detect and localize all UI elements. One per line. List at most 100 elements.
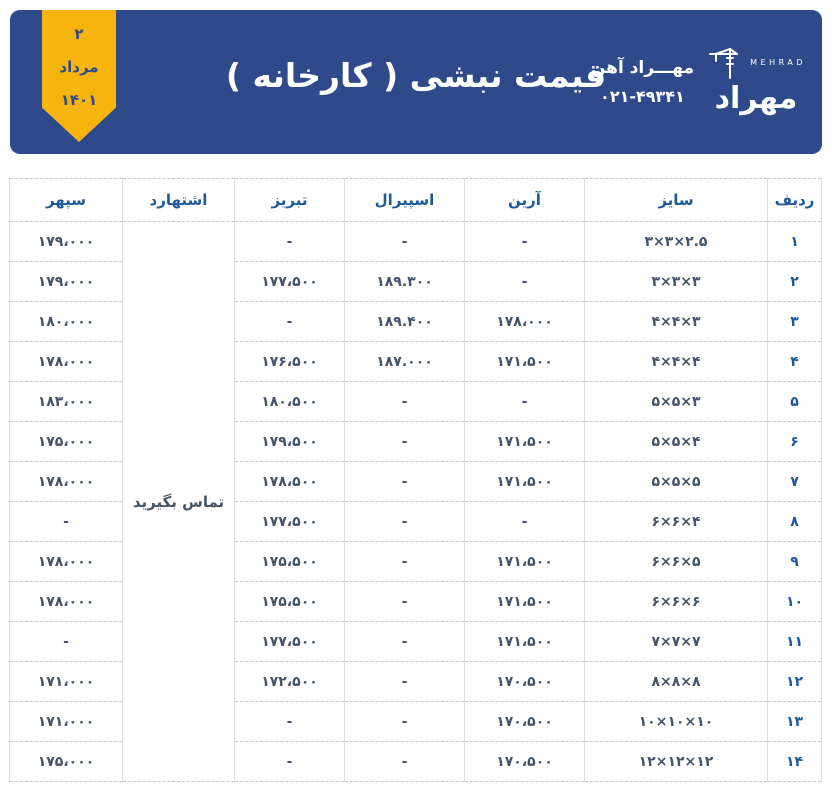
brand-logo: MEHRAD مهراد [704,44,808,120]
table-row: ۱۲ ۸×۸×۸ ۱۷۰،۵۰۰ - ۱۷۲،۵۰۰ ۱۷۱،۰۰۰ [9,661,822,702]
eshtehard-note-text: تماس بگیرید [132,492,225,511]
arian-price-cell-value: ۱۷۸،۰۰۰ [496,313,553,330]
size-cell-value: ۵×۵×۴ [651,433,701,450]
arian-price-cell: ۱۷۰،۵۰۰ [464,741,585,782]
arian-price-cell-value: - [521,273,528,290]
sepehr-price-cell: ۱۷۱،۰۰۰ [9,661,123,702]
arian-price-cell: ۱۷۰،۵۰۰ [464,701,585,742]
arian-price-cell: ۱۷۱،۵۰۰ [464,461,585,502]
row-number-cell-value: ۱۲ [785,673,804,690]
row-number-cell-value: ۶ [790,433,799,450]
sepehr-price-cell: ۱۷۹،۰۰۰ [9,221,123,262]
price-table: ردیف سایز آرین اسپیرال تبریز اشتهارد سپه… [9,178,822,782]
sepehr-price-cell: ۱۷۵،۰۰۰ [9,741,123,782]
arian-price-cell-value: - [521,513,528,530]
row-number-cell-value: ۳ [790,313,799,330]
sepehr-price-cell-value: ۱۷۸،۰۰۰ [37,473,95,490]
spiral-price-cell-value: - [401,673,408,690]
sepehr-price-cell: - [9,621,123,662]
spiral-price-cell: ۱۸۷.۰۰۰ [344,341,465,382]
size-cell: ۴×۴×۴ [584,341,768,382]
spiral-price-cell: ۱۸۹.۳۰۰ [344,261,465,302]
col-header-sepehr: سپهر [9,178,123,222]
row-number-cell-value: ۱۴ [785,753,804,770]
table-row: ۱۳ ۱۰×۱۰×۱۰ ۱۷۰،۵۰۰ - - ۱۷۱،۰۰۰ [9,701,822,742]
spiral-price-cell-value: - [401,593,408,610]
sepehr-price-cell: ۱۷۸،۰۰۰ [9,581,123,622]
tabriz-price-cell: ۱۷۶،۵۰۰ [234,341,345,382]
row-number-cell: ۴ [767,341,822,382]
row-number-cell-value: ۱۱ [785,633,804,650]
arian-price-cell-value: ۱۷۱،۵۰۰ [496,633,553,650]
arian-price-cell: ۱۷۸،۰۰۰ [464,301,585,342]
sepehr-price-cell: ۱۷۹،۰۰۰ [9,261,123,302]
tabriz-price-cell-value: ۱۷۸،۵۰۰ [261,473,318,490]
sepehr-price-cell: ۱۸۰،۰۰۰ [9,301,123,342]
spiral-price-cell-value: - [401,753,408,770]
table-row: ۷ ۵×۵×۵ ۱۷۱،۵۰۰ - ۱۷۸،۵۰۰ ۱۷۸،۰۰۰ [9,461,822,502]
table-row: ۱ ۳×۳×۲.۵ - - - تماس بگیرید ۱۷۹،۰۰۰ [9,221,822,782]
sepehr-price-cell-value: ۱۸۰،۰۰۰ [37,313,95,330]
tabriz-price-cell: ۱۷۸،۵۰۰ [234,461,345,502]
spiral-price-cell-value: - [401,513,408,530]
table-row: ۹ ۶×۶×۵ ۱۷۱،۵۰۰ - ۱۷۵،۵۰۰ ۱۷۸،۰۰۰ [9,541,822,582]
size-cell: ۶×۶×۵ [584,541,768,582]
arian-price-cell-value: ۱۷۱،۵۰۰ [496,353,553,370]
spiral-price-cell: - [344,501,465,542]
spiral-price-cell: - [344,661,465,702]
date-day: ۲ [74,25,84,43]
brand-logo-wordmark: مهراد [714,81,798,116]
tabriz-price-cell: ۱۷۵،۵۰۰ [234,541,345,582]
row-number-cell-value: ۱۰ [785,593,804,610]
brand-phone: ۰۲۱-۴۹۳۴۱ [600,87,685,106]
col-header-spiral: اسپیرال [344,178,465,222]
size-cell-value: ۴×۴×۴ [651,353,701,370]
spiral-price-cell-value: - [401,233,408,250]
table-row: ۶ ۵×۵×۴ ۱۷۱،۵۰۰ - ۱۷۹،۵۰۰ ۱۷۵،۰۰۰ [9,421,822,462]
sepehr-price-cell: ۱۷۸،۰۰۰ [9,461,123,502]
sepehr-price-cell-value: - [63,633,69,650]
sepehr-price-cell-value: ۱۷۹،۰۰۰ [37,233,95,250]
row-number-cell: ۸ [767,501,822,542]
arian-price-cell: ۱۷۱،۵۰۰ [464,621,585,662]
size-cell-value: ۷×۷×۷ [651,633,701,650]
size-cell-value: ۴×۴×۳ [651,313,701,330]
size-cell: ۴×۴×۳ [584,301,768,342]
eshtehard-note-cell: تماس بگیرید [122,221,235,782]
tabriz-price-cell-value: ۱۷۲،۵۰۰ [261,673,318,690]
tabriz-price-cell-value: ۱۷۷،۵۰۰ [261,273,318,290]
sepehr-price-cell-value: ۱۸۳،۰۰۰ [37,393,95,410]
size-cell-value: ۶×۶×۴ [651,513,701,530]
arian-price-cell: ۱۷۱،۵۰۰ [464,341,585,382]
row-number-cell-value: ۹ [790,553,799,570]
tabriz-price-cell-value: ۱۷۵،۵۰۰ [261,553,318,570]
col-header-tabriz: تبریز [234,178,345,222]
sepehr-price-cell: ۱۷۸،۰۰۰ [9,541,123,582]
arian-price-cell: - [464,221,585,262]
page-title: قیمت نبشی ( کارخانه ) [225,56,607,95]
row-number-cell: ۱۲ [767,661,822,702]
tabriz-price-cell: ۱۷۷،۵۰۰ [234,501,345,542]
table-row: ۴ ۴×۴×۴ ۱۷۱،۵۰۰ ۱۸۷.۰۰۰ ۱۷۶،۵۰۰ ۱۷۸،۰۰۰ [9,341,822,382]
size-cell-value: ۳×۳×۳ [651,273,701,290]
tabriz-price-cell-value: - [286,313,293,330]
size-cell-value: ۵×۵×۵ [651,473,701,490]
arian-price-cell: ۱۷۱،۵۰۰ [464,421,585,462]
tabriz-price-cell: ۱۷۹،۵۰۰ [234,421,345,462]
size-cell-value: ۱۰×۱۰×۱۰ [638,713,714,730]
size-cell: ۷×۷×۷ [584,621,768,662]
size-cell-value: ۶×۶×۶ [651,593,701,610]
header-banner: ۲ مرداد ۱۴۰۱ قیمت نبشی ( کارخانه ) MEHRA… [10,10,822,154]
spiral-price-cell-value: ۱۸۹.۳۰۰ [376,273,433,290]
col-header-row-number: ردیف [767,178,822,222]
row-number-cell: ۱۴ [767,741,822,782]
brand-logo-latin: MEHRAD [750,58,806,67]
size-cell: ۳×۳×۲.۵ [584,221,768,262]
tabriz-price-cell: - [234,701,345,742]
sepehr-price-cell-value: ۱۷۱،۰۰۰ [37,713,95,730]
size-cell: ۵×۵×۳ [584,381,768,422]
sepehr-price-cell-value: ۱۷۹،۰۰۰ [37,273,95,290]
tabriz-price-cell: - [234,741,345,782]
sepehr-price-cell: - [9,501,123,542]
